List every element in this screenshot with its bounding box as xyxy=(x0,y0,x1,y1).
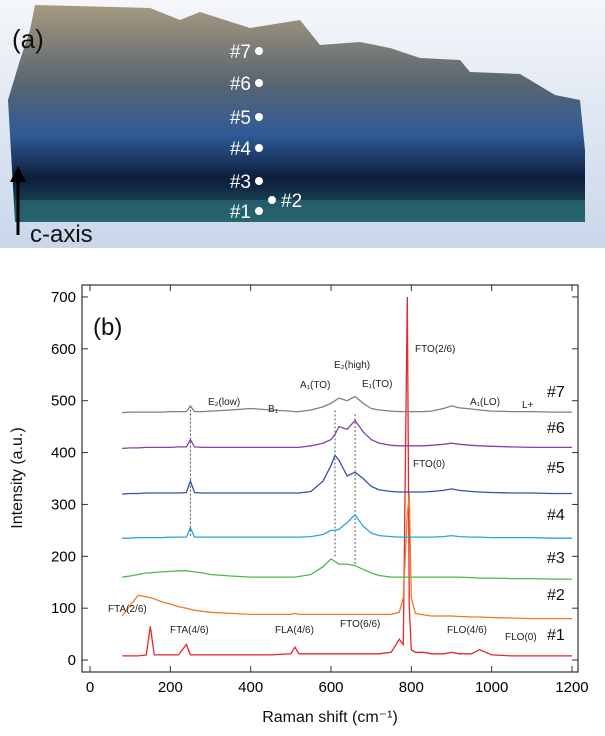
series-label: #3 xyxy=(547,550,565,567)
y-tick-label: 100 xyxy=(51,600,76,617)
annotation: E₁(TO) xyxy=(362,379,392,390)
spectrum-line xyxy=(122,515,572,538)
x-tick-label: 0 xyxy=(86,679,94,696)
sample-label: #3 xyxy=(230,172,251,193)
x-tick-label: 800 xyxy=(399,679,424,696)
annotation: FTO(6/6) xyxy=(340,619,380,630)
x-axis-label: Raman shift (cm⁻¹) xyxy=(262,709,398,726)
annotation: FTO(0) xyxy=(413,459,445,470)
sample-dot xyxy=(268,196,276,204)
annotation: FLO(4/6) xyxy=(447,625,487,636)
spectrum-line xyxy=(122,420,572,448)
annotation: L+ xyxy=(522,400,534,411)
sample-dot xyxy=(255,47,263,55)
annotation: A₁(TO) xyxy=(300,380,330,391)
series-label: #7 xyxy=(547,384,565,401)
photo-panel: (a) c-axis #7 #6 #5 #4 #3 #1 #2 xyxy=(0,0,605,248)
figure: (a) c-axis #7 #6 #5 #4 #3 #1 #2 (b) Raman shif… xyxy=(0,0,605,731)
panel-label: (a) xyxy=(12,24,44,54)
series-label: #6 xyxy=(547,420,565,437)
annotation: A₁(LO) xyxy=(470,397,500,408)
y-tick-label: 700 xyxy=(51,289,76,306)
sample-dot xyxy=(255,177,263,185)
y-tick-label: 500 xyxy=(51,393,76,410)
spectrum-line xyxy=(122,397,572,413)
y-tick-label: 0 xyxy=(68,652,76,669)
x-tick-label: 400 xyxy=(238,679,263,696)
spectrum-line xyxy=(122,559,572,579)
series-label: #4 xyxy=(547,507,565,524)
chart: (b) Raman shift (cm⁻¹) Intensity (a.u.) … xyxy=(9,285,589,726)
annotation: E₂(low) xyxy=(208,397,240,408)
y-tick-label: 600 xyxy=(51,341,76,358)
sample-label: #6 xyxy=(230,74,251,95)
annotation: FTA(2/6) xyxy=(108,604,147,615)
series-label: #1 xyxy=(547,627,565,644)
sample-label: #7 xyxy=(230,42,251,63)
sample-dot xyxy=(255,207,263,215)
spectrum-line xyxy=(122,494,572,618)
annotation: B₁ xyxy=(268,404,279,415)
x-tick-label: 600 xyxy=(318,679,343,696)
y-tick-label: 200 xyxy=(51,548,76,565)
series-label: #2 xyxy=(547,587,565,604)
y-axis-label: Intensity (a.u.) xyxy=(9,427,26,528)
sample-dot xyxy=(255,144,263,152)
sample-dot xyxy=(255,113,263,121)
sample-label: #4 xyxy=(230,139,252,160)
sample-dot xyxy=(255,79,263,87)
sample-label: #1 xyxy=(230,202,251,223)
annotation: E₂(high) xyxy=(334,360,370,371)
x-tick-label: 1000 xyxy=(475,679,508,696)
annotation: FLA(4/6) xyxy=(275,625,314,636)
x-tick-label: 200 xyxy=(158,679,183,696)
sample-label: #2 xyxy=(281,191,302,212)
y-tick-label: 300 xyxy=(51,496,76,513)
annotation: FTA(4/6) xyxy=(170,625,209,636)
series-label: #5 xyxy=(547,460,565,477)
axis-label: c-axis xyxy=(30,221,93,248)
spectrum-line xyxy=(122,455,572,494)
x-tick-label: 1200 xyxy=(555,679,588,696)
annotation: FTO(2/6) xyxy=(415,344,455,355)
panel-label: (b) xyxy=(93,314,122,341)
sample-label: #5 xyxy=(230,108,251,129)
y-tick-label: 400 xyxy=(51,445,76,462)
annotation: FLO(0) xyxy=(505,632,537,643)
